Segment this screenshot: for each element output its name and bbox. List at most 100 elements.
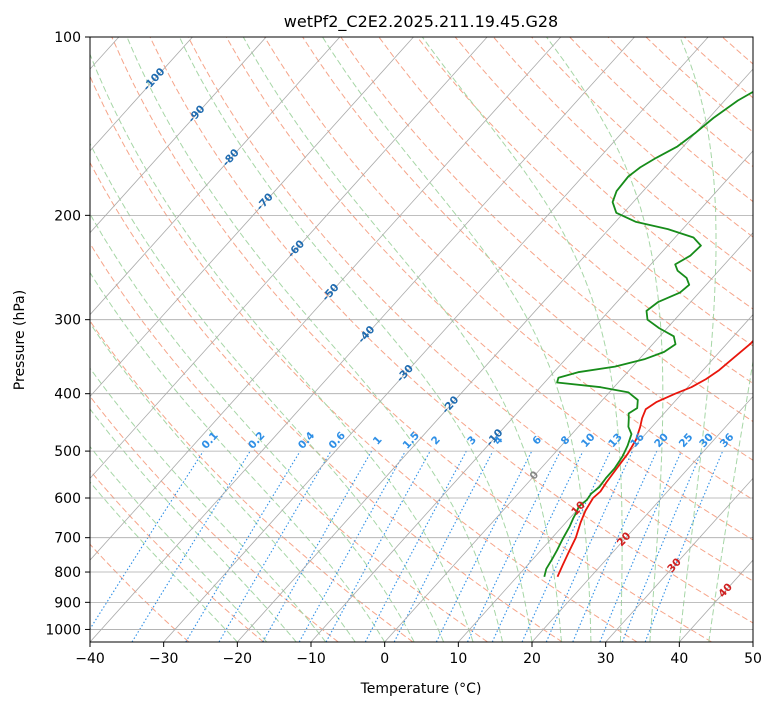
isotherm-line: [679, 559, 753, 642]
moist-adiabat: [242, 37, 562, 642]
chart-title: wetPf2_C2E2.2025.211.19.45.G28: [284, 12, 558, 32]
dry-adiabat: [90, 242, 488, 642]
mixing-ratio-line: [467, 450, 561, 642]
dry-adiabat: [149, 37, 753, 624]
moist-adiabat: [708, 358, 753, 642]
mixing-ratio-line: [90, 450, 204, 630]
dry-adiabat: [225, 37, 753, 541]
isotherm-line: [752, 641, 753, 642]
x-tick-label: −30: [149, 651, 179, 667]
isotherm-label: 20: [615, 530, 634, 549]
isotherm-label: -70: [254, 191, 276, 213]
isotherm-line: [605, 477, 753, 642]
x-tick-label: −10: [296, 651, 326, 667]
y-tick-label: 600: [54, 491, 81, 507]
isotherm-line: [237, 68, 753, 642]
isotherm-label: 40: [716, 581, 735, 600]
grid-lines: [90, 37, 753, 642]
mixing-ratio-label: 0.1: [199, 430, 220, 452]
isotherm-label: -100: [141, 66, 168, 94]
dry-adiabat: [111, 37, 712, 642]
dry-adiabat: [645, 37, 753, 133]
dry-adiabat: [264, 37, 753, 501]
moist-adiabat: [678, 37, 717, 642]
x-tick-label: 20: [523, 651, 541, 667]
y-tick-label: 900: [54, 595, 81, 611]
isotherm-label: -60: [285, 238, 307, 260]
y-tick-label: 700: [54, 531, 81, 547]
isotherm-label: -90: [186, 103, 208, 125]
mixing-ratio-label: 3: [465, 434, 479, 447]
moist-adiabat: [546, 37, 664, 642]
plot-frame: [89, 36, 754, 643]
dry-adiabat: [493, 37, 753, 274]
dry-adiabat: [90, 395, 339, 642]
mixing-ratio-line: [262, 450, 373, 642]
moist-adiabat: [322, 37, 592, 642]
y-tick-label: 300: [54, 313, 81, 329]
isotherm-label: -50: [320, 282, 342, 304]
y-tick-label: 1000: [45, 622, 81, 638]
dry-adiabat: [90, 161, 563, 642]
mixing-ratio-line: [218, 450, 332, 642]
dry-adiabat: [90, 75, 638, 642]
dry-adiabat: [340, 37, 753, 423]
isotherm-line: [90, 37, 562, 561]
x-tick-label: 50: [744, 651, 762, 667]
moist-adiabat: [90, 367, 327, 642]
mixing-ratio-label: 20: [652, 431, 671, 450]
dry-adiabat: [416, 37, 753, 347]
mixing-ratio-line: [621, 450, 703, 642]
y-tick-label: 500: [54, 444, 81, 460]
moist-adiabat: [178, 37, 533, 642]
in-plot-labels: -100-90-80-70-60-50-40-30-20-10010203040…: [141, 66, 737, 600]
isotherm-label: -20: [440, 394, 462, 416]
isotherm-line: [384, 232, 753, 642]
mixing-ratio-line: [131, 450, 251, 642]
mixing-ratio-label: 13: [606, 431, 625, 450]
mixing-ratio-label: 2: [429, 434, 443, 447]
isotherm-line: [90, 37, 414, 398]
mixing-ratio-line: [325, 450, 431, 642]
mixing-ratio-line: [364, 450, 467, 642]
moist-adiabat: [90, 408, 297, 642]
moist-adiabat: [90, 481, 238, 642]
moist-adiabat: [421, 37, 623, 642]
isotherm-line: [90, 37, 488, 479]
isotherm-line: [458, 313, 753, 642]
isotherm-line: [90, 37, 267, 234]
isotherm-line: [90, 37, 193, 152]
isotherm-label: 0: [527, 469, 541, 482]
moist-adiabat: [90, 445, 268, 642]
mixing-ratio-label: 1.5: [401, 430, 422, 452]
y-tick-label: 200: [54, 208, 81, 224]
isotherm-label: -40: [356, 324, 378, 346]
dry-adiabat: [302, 37, 753, 461]
isotherm-line: [531, 395, 753, 642]
profile-lines: [543, 90, 753, 578]
moist-adiabat: [90, 322, 356, 642]
y-axis-label: Pressure (hPa): [12, 290, 28, 390]
mixing-ratio-line: [435, 450, 533, 642]
y-tick-label: 100: [54, 30, 81, 46]
moist-adiabat: [90, 142, 445, 642]
x-tick-label: −20: [223, 651, 253, 667]
dry-adiabat: [378, 37, 753, 385]
mixing-ratio-label: 6: [530, 434, 544, 447]
isotherm-line: [90, 37, 341, 316]
mixing-ratio-line: [599, 450, 682, 642]
x-tick-label: 40: [670, 651, 688, 667]
mixing-ratio-label: 36: [718, 431, 737, 450]
mixing-ratio-label: 1: [371, 434, 385, 447]
dewpoint-profile: [543, 90, 753, 578]
y-tick-label: 400: [54, 387, 81, 403]
moist-adiabat: [90, 52, 474, 642]
moist-adiabat: [90, 271, 386, 642]
background-lines: [90, 37, 753, 642]
x-tick-label: 10: [449, 651, 467, 667]
mixing-ratio-line: [298, 450, 406, 642]
dry-adiabat: [187, 37, 753, 582]
y-tick-label: 800: [54, 565, 81, 581]
mixing-ratio-line: [521, 450, 611, 642]
